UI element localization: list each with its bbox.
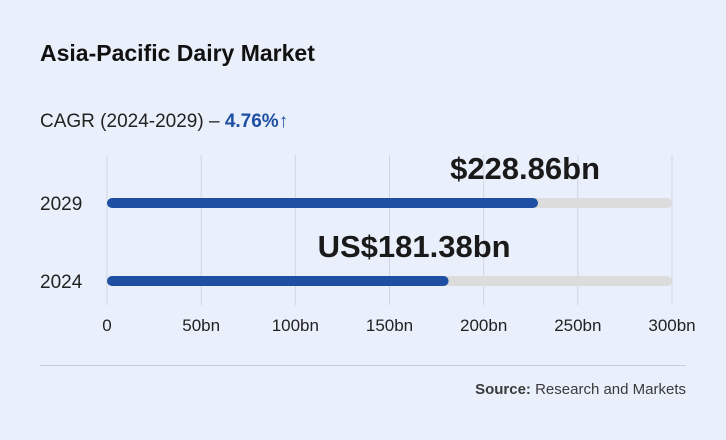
arrow-up-icon: ↑ (278, 111, 289, 132)
cagr-line: CAGR (2024-2029) – 4.76%↑ (40, 111, 288, 133)
cagr-value: 4.76% (224, 111, 279, 132)
bar (107, 276, 449, 286)
value-labels: $228.86bn US$181.38bn (318, 151, 600, 264)
chart-title: Asia-Pacific Dairy Market (40, 40, 315, 66)
divider (40, 365, 686, 366)
x-tick-labels: 0 50bn 100bn 150bn 200bn 250bn 300bn (102, 316, 695, 335)
category-labels: 2029 2024 (40, 194, 83, 293)
x-tick-label: 300bn (648, 316, 695, 335)
bars (107, 198, 539, 286)
source-note: Source: Research and Markets (475, 381, 686, 398)
x-tick-label: 250bn (554, 316, 601, 335)
bar-value-label: US$181.38bn (318, 229, 511, 264)
bar (107, 198, 539, 208)
bar-value-label: $228.86bn (450, 151, 600, 186)
cagr-label: CAGR (2024-2029) – (40, 111, 220, 132)
x-tick-label: 200bn (460, 316, 507, 335)
source-label: Source: (475, 381, 531, 398)
x-tick-label: 150bn (366, 316, 413, 335)
category-label: 2029 (40, 194, 82, 215)
category-label: 2024 (40, 272, 83, 293)
source-text: Research and Markets (535, 381, 686, 398)
x-tick-label: 0 (102, 316, 111, 335)
x-tick-label: 50bn (182, 316, 220, 335)
x-tick-label: 100bn (272, 316, 319, 335)
